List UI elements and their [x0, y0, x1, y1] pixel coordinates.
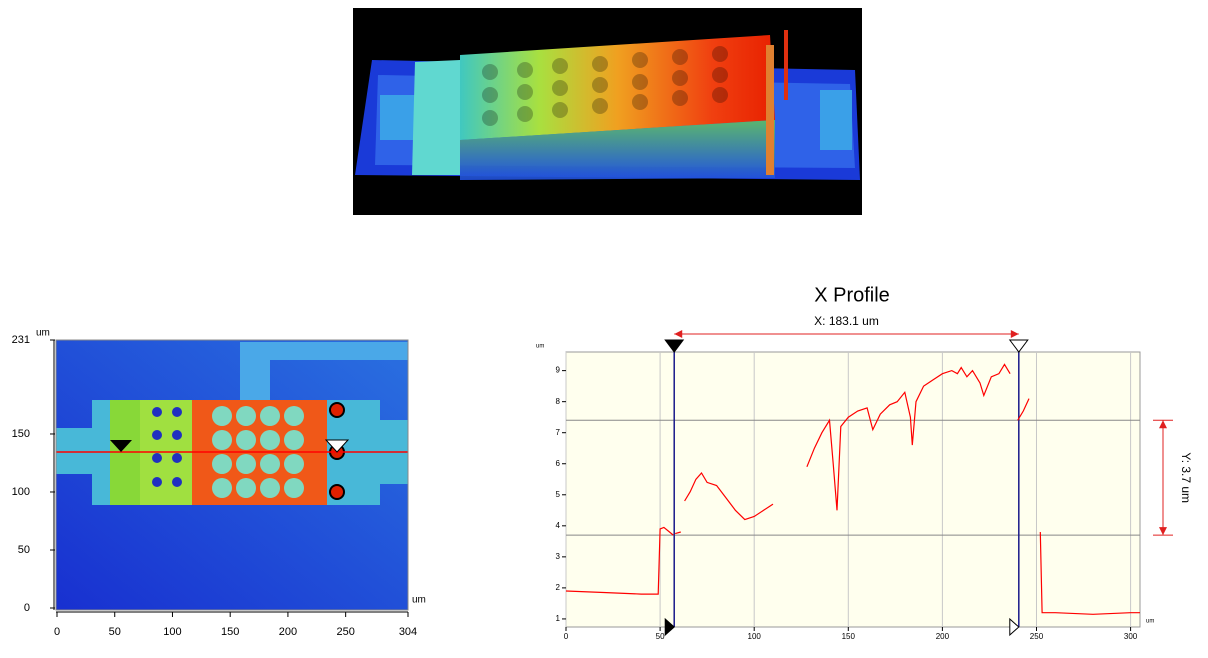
x-tick-label: 0 [54, 626, 60, 638]
y-tick-label: 8 [556, 397, 561, 406]
y-tick-label: 6 [556, 459, 561, 468]
y-tick-label: 7 [556, 428, 561, 437]
x-unit: um [412, 595, 426, 606]
y-unit: um [536, 344, 544, 350]
x-tick-label: 250 [1030, 632, 1044, 641]
x-tick-label: 300 [1124, 632, 1138, 641]
cursor-bottom [1009, 617, 1020, 637]
y-tick-label: 2 [556, 583, 561, 592]
x-tick-label: 50 [109, 626, 121, 638]
y-tick-label: 4 [556, 521, 561, 530]
y-tick-label: 5 [556, 490, 561, 499]
y-annotation: Y: 3.7 um [1179, 452, 1193, 503]
x-tick-label: 304 [399, 626, 417, 638]
x-tick-label: 250 [336, 626, 354, 638]
x-tick-label: 100 [748, 632, 762, 641]
cursor-top [664, 339, 685, 353]
x-tick-label: 100 [163, 626, 181, 638]
y-tick-label: 100 [12, 486, 30, 498]
x-tick-label: 50 [656, 632, 665, 641]
profile-line [565, 363, 1140, 615]
x-tick-label: 0 [564, 632, 569, 641]
arrow-head [1159, 420, 1167, 429]
x-tick-label: 200 [936, 632, 950, 641]
y-tick-label: 3 [556, 552, 561, 561]
x-tick-label: 200 [279, 626, 297, 638]
y-tick-label: 50 [18, 544, 30, 556]
arrow-head [1010, 330, 1019, 338]
y-tick-label: 150 [12, 428, 30, 440]
x-tick-label: 150 [842, 632, 856, 641]
x-annotation: X: 183.1 um [814, 314, 879, 328]
y-tick-label: 1 [556, 614, 561, 623]
render-3d [353, 8, 862, 215]
x-unit: um [1146, 619, 1154, 625]
y-tick-label: 231 [12, 334, 30, 346]
cursor-bottom [664, 617, 675, 637]
arrow-head [1159, 527, 1167, 536]
height-map [55, 339, 409, 611]
y-tick-label: 9 [556, 366, 561, 375]
cursor-top [1008, 339, 1029, 353]
x-tick-label: 150 [221, 626, 239, 638]
chart-title: X Profile [814, 284, 890, 306]
y-unit: um [36, 328, 50, 339]
y-tick-label: 0 [24, 602, 30, 614]
arrow-head [674, 330, 683, 338]
plot-area [565, 351, 1141, 628]
